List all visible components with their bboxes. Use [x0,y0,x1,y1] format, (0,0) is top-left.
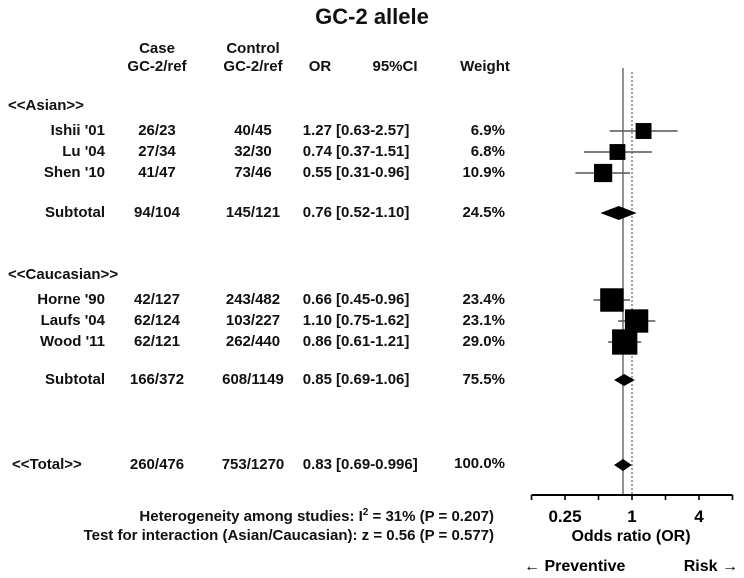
weight-value: 75.5% [462,371,505,388]
weight-value: 29.0% [462,333,505,350]
pooled-diamond [600,206,637,220]
or-value: 0.74 [302,143,332,160]
control-count: 243/482 [225,291,281,308]
case-count: 94/104 [134,204,180,221]
study-marker [635,123,652,139]
ci-value: [0.69-0.996] [336,456,418,473]
control-count: 145/121 [225,204,281,221]
control-count: 40/45 [234,122,272,139]
row-label: <<Total>> [12,456,82,473]
row-label: Shen '10 [43,164,105,181]
control-count: 103/227 [225,312,281,329]
pooled-diamond [614,459,632,471]
header-control-line2: GC-2/ref [223,58,283,75]
ci-value: [0.45-0.96] [336,291,410,308]
or-value: 1.10 [302,312,332,329]
direction-preventive-label: ← Preventive [524,558,625,575]
or-value: 1.27 [302,122,332,139]
ci-value: [0.31-0.96] [336,164,410,181]
or-value: 0.55 [302,164,332,181]
control-count: 262/440 [225,333,281,350]
header-control-line1: Control [226,40,280,57]
row-label: Laufs '04 [40,312,105,329]
case-count: 26/23 [138,122,176,139]
x-tick-label: 0.25 [548,507,581,526]
or-value: 0.83 [302,456,332,473]
header-case: Case GC-2/ref [112,40,202,76]
case-count: 166/372 [129,371,185,388]
or-value: 0.86 [302,333,332,350]
x-tick-label: 4 [694,507,704,526]
weight-value: 23.1% [462,312,505,329]
ci-value: [0.69-1.06] [336,371,410,388]
row-label: Wood '11 [40,333,105,350]
study-marker [600,288,624,312]
header-case-line2: GC-2/ref [127,58,187,75]
header-case-line1: Case [139,40,175,57]
row-label: Lu '04 [62,143,105,160]
weight-value: 6.9% [470,122,505,139]
case-count: 62/124 [134,312,180,329]
header-weight: Weight [460,58,510,75]
x-tick-label: 1 [627,507,636,526]
row-label: Subtotal [45,204,105,221]
case-count: 27/34 [138,143,176,160]
weight-value: 6.8% [470,143,505,160]
case-count: 62/121 [134,333,180,350]
x-axis-label: Odds ratio (OR) [571,528,690,545]
heterogeneity-text: Heterogeneity among studies: I2 = 31% (P… [139,507,494,525]
row-label: Ishii '01 [50,122,105,139]
or-value: 0.76 [302,204,332,221]
ci-value: [0.52-1.10] [336,204,410,221]
ci-value: [0.75-1.62] [336,312,410,329]
direction-risk-label: Risk → [684,558,738,575]
chart-title: GC-2 allele [315,4,429,29]
row-label: Subtotal [45,371,105,388]
header-ci: 95%CI [372,58,418,75]
group-label: <<Caucasian>> [8,266,119,283]
study-marker [609,144,626,160]
weight-value: 100.0% [454,455,505,472]
case-count: 41/47 [138,164,176,181]
study-marker [612,329,638,355]
control-count: 753/1270 [221,456,285,473]
control-count: 32/30 [234,143,272,160]
header-or: OR [308,58,332,75]
weight-value: 24.5% [462,204,505,221]
control-count: 73/46 [234,164,272,181]
or-value: 0.85 [302,371,332,388]
or-value: 0.66 [302,291,332,308]
ci-value: [0.61-1.21] [336,333,410,350]
pooled-diamond [614,374,635,386]
ci-value: [0.37-1.51] [336,143,410,160]
group-label: <<Asian>> [8,97,84,114]
ci-value: [0.63-2.57] [336,122,410,139]
row-label: Horne '90 [37,291,105,308]
case-count: 260/476 [129,456,185,473]
control-count: 608/1149 [222,371,284,388]
case-count: 42/127 [134,291,180,308]
weight-value: 23.4% [462,291,505,308]
interaction-test-text: Test for interaction (Asian/Caucasian): … [83,527,494,544]
header-control: Control GC-2/ref [208,40,298,76]
weight-value: 10.9% [462,164,505,181]
study-marker [593,163,613,183]
study-marker [624,309,649,333]
